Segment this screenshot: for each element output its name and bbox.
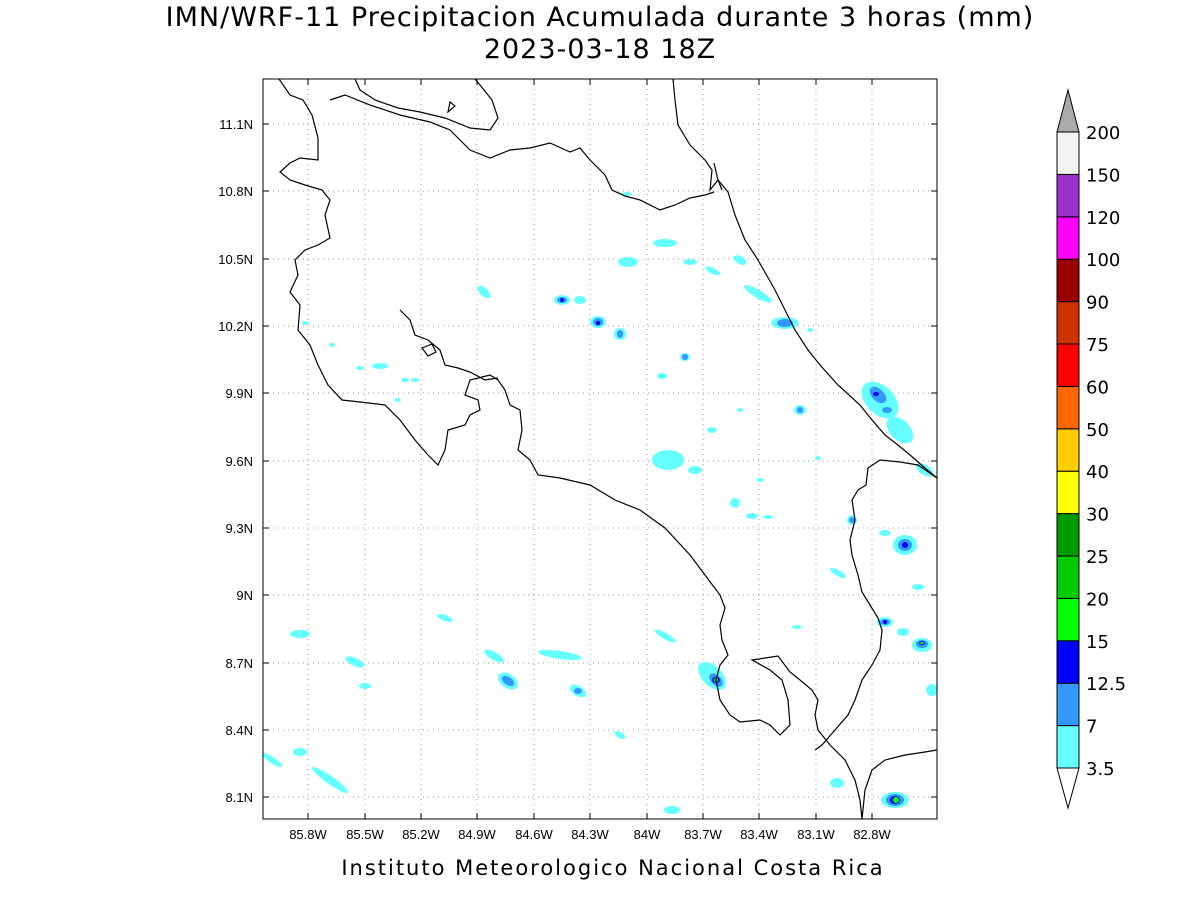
lon-tick-label: 83.4W [740, 827, 778, 842]
lat-tick-label: 8.1N [226, 790, 253, 805]
lon-tick-label: 84.6W [515, 827, 553, 842]
colorbar-band [1056, 343, 1080, 387]
colorbar-band [1056, 597, 1080, 642]
lon-tick-label: 84.9W [458, 827, 496, 842]
lat-tick-label: 11.1N [219, 117, 253, 132]
colorbar-min-triangle [1056, 767, 1080, 810]
colorbar-band [1056, 216, 1080, 260]
colorbar-label: 75 [1086, 335, 1109, 356]
colorbar-label: 100 [1086, 250, 1120, 271]
colorbar-label: 90 [1086, 293, 1109, 314]
lon-tick-label: 84W [634, 827, 661, 842]
lon-tick-label: 85.5W [346, 827, 384, 842]
lon-tick-label: 83.7W [684, 827, 722, 842]
colorbar-label: 50 [1086, 420, 1109, 441]
lat-tick-label: 8.7N [226, 656, 253, 671]
colorbar-max-triangle [1056, 88, 1080, 133]
colorbar-band [1056, 682, 1080, 727]
colorbar-band [1056, 131, 1080, 175]
colorbar-label: 200 [1086, 123, 1120, 144]
lat-tick-label: 9.3N [226, 521, 253, 536]
map-title: IMN/WRF-11 Precipitacion Acumulada duran… [165, 2, 1035, 33]
colorbar-band [1056, 173, 1080, 218]
lat-tick-label: 10.8N [218, 184, 253, 199]
colorbar-label: 3.5 [1086, 759, 1115, 780]
colorbar-label: 40 [1086, 462, 1109, 483]
colorbar-label: 20 [1086, 589, 1109, 610]
colorbar-band [1056, 301, 1080, 345]
colorbar-label: 150 [1086, 165, 1120, 186]
colorbar-band [1056, 640, 1080, 684]
map-axes: 85.8W 85.5W 85.2W 84.9W 84.6W 84.3W 84W 83.7W 83… [218, 79, 937, 842]
lat-tick-label: 9.9N [226, 386, 253, 401]
map-frame [262, 78, 938, 820]
colorbar-band [1056, 470, 1080, 515]
colorbar-label: 12.5 [1086, 674, 1126, 695]
colorbar-band [1056, 555, 1080, 599]
colorbar-band [1056, 725, 1080, 769]
lon-tick-label: 85.8W [289, 827, 327, 842]
lat-tick-label: 8.4N [226, 723, 253, 738]
colorbar-label: 25 [1086, 547, 1109, 568]
colorbar-label: 60 [1086, 377, 1109, 398]
colorbar-label: 15 [1086, 632, 1109, 653]
colorbar: 3.5 7 12.5 15 20 25 30 40 50 60 75 90 100 120 150 200 [1056, 88, 1126, 810]
map-gridlines [263, 79, 937, 819]
colorbar-label: 30 [1086, 505, 1109, 526]
coastline [278, 79, 937, 819]
precipitation-layer [263, 192, 937, 814]
lat-tick-label: 9.6N [226, 454, 253, 469]
lat-tick-label: 9N [236, 588, 253, 603]
colorbar-band [1056, 513, 1080, 557]
lat-tick-label: 10.5N [218, 252, 253, 267]
lon-tick-label: 82.8W [853, 827, 891, 842]
colorbar-label: 7 [1086, 717, 1097, 738]
lon-tick-label: 84.3W [571, 827, 609, 842]
map-subtitle: 2023-03-18 18Z [483, 34, 717, 65]
colorbar-band [1056, 385, 1080, 430]
lat-tick-label: 10.2N [218, 319, 253, 334]
colorbar-label: 120 [1086, 208, 1120, 229]
lon-tick-label: 85.2W [402, 827, 440, 842]
colorbar-band [1056, 428, 1080, 472]
lon-tick-label: 83.1W [797, 827, 835, 842]
credit-text: Instituto Meteorologico Nacional Costa R… [341, 856, 885, 880]
colorbar-band [1056, 258, 1080, 303]
